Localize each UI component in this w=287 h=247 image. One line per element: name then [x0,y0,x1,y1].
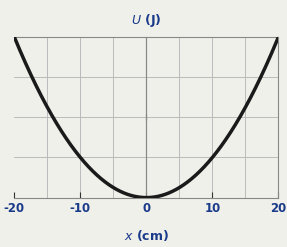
Text: $\mathit{x}$ (cm): $\mathit{x}$ (cm) [124,228,169,243]
Text: $\mathit{U}$ (J): $\mathit{U}$ (J) [131,12,162,29]
